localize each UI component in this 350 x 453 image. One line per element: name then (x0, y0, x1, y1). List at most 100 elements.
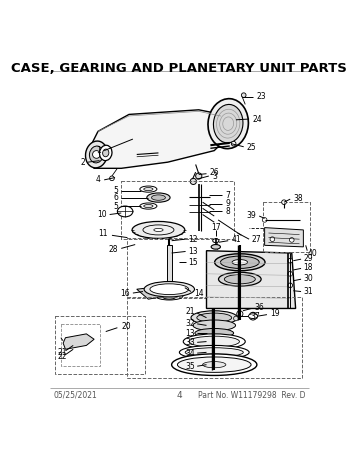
Ellipse shape (177, 357, 251, 372)
Ellipse shape (85, 141, 107, 168)
Text: 13: 13 (185, 328, 195, 337)
Circle shape (234, 316, 238, 321)
Ellipse shape (144, 204, 153, 207)
Circle shape (231, 141, 236, 146)
Text: 14: 14 (194, 289, 204, 298)
Text: 12: 12 (189, 235, 198, 244)
Ellipse shape (99, 145, 112, 161)
Polygon shape (86, 110, 230, 169)
Ellipse shape (103, 149, 109, 157)
Text: 39: 39 (246, 211, 256, 220)
Text: 19: 19 (270, 309, 280, 318)
Ellipse shape (144, 281, 195, 297)
Ellipse shape (144, 188, 153, 191)
Circle shape (92, 150, 100, 158)
Text: 11: 11 (99, 229, 108, 238)
Text: 2: 2 (80, 158, 85, 167)
Text: 23: 23 (256, 92, 266, 101)
Circle shape (190, 178, 196, 184)
Text: CASE, GEARING AND PLANETARY UNIT PARTS: CASE, GEARING AND PLANETARY UNIT PARTS (12, 62, 347, 75)
Text: 15: 15 (189, 258, 198, 267)
Ellipse shape (197, 313, 232, 323)
Ellipse shape (248, 314, 258, 318)
Text: 1: 1 (96, 146, 101, 155)
Text: 8: 8 (225, 207, 230, 216)
Ellipse shape (232, 260, 247, 265)
Text: 38: 38 (293, 194, 303, 203)
Text: 21: 21 (186, 307, 195, 316)
Text: 24: 24 (252, 115, 262, 124)
Text: 25: 25 (247, 143, 257, 152)
Text: 9: 9 (225, 199, 230, 208)
Ellipse shape (208, 99, 248, 149)
Text: 27: 27 (251, 236, 261, 245)
Text: 13: 13 (189, 247, 198, 256)
Text: 40: 40 (307, 249, 317, 257)
Circle shape (241, 93, 246, 97)
Ellipse shape (147, 193, 170, 202)
Ellipse shape (140, 203, 157, 209)
Text: 35: 35 (185, 362, 195, 371)
Ellipse shape (150, 284, 189, 294)
Ellipse shape (162, 293, 176, 299)
Polygon shape (206, 251, 296, 308)
Text: 18: 18 (303, 263, 313, 272)
Ellipse shape (189, 336, 239, 347)
Text: 7: 7 (225, 191, 230, 200)
Text: 6: 6 (113, 193, 118, 202)
Ellipse shape (218, 272, 261, 286)
Polygon shape (159, 288, 179, 297)
Ellipse shape (132, 222, 185, 238)
Circle shape (288, 271, 293, 276)
Text: 33: 33 (185, 338, 195, 347)
Text: 22: 22 (58, 352, 67, 361)
Circle shape (262, 217, 267, 222)
Ellipse shape (193, 320, 236, 331)
Text: 31: 31 (303, 287, 313, 296)
Ellipse shape (191, 311, 238, 325)
Ellipse shape (140, 186, 157, 192)
Text: 16: 16 (120, 289, 130, 299)
Text: 4: 4 (176, 391, 182, 400)
Ellipse shape (215, 254, 265, 271)
Circle shape (282, 200, 286, 204)
Ellipse shape (179, 346, 249, 359)
Text: 30: 30 (303, 274, 313, 283)
Text: Part No. W11179298  Rev. D: Part No. W11179298 Rev. D (198, 391, 306, 400)
Text: 26: 26 (210, 169, 219, 178)
Circle shape (288, 258, 293, 263)
Text: 21: 21 (58, 348, 67, 357)
Polygon shape (265, 227, 303, 247)
Bar (263, 202, 310, 252)
Text: 20: 20 (121, 323, 131, 332)
Text: 4: 4 (96, 175, 100, 184)
Ellipse shape (220, 256, 259, 269)
Bar (121, 181, 234, 239)
Ellipse shape (185, 348, 243, 357)
Bar (127, 238, 217, 298)
Bar (127, 297, 302, 378)
Ellipse shape (154, 228, 163, 231)
Ellipse shape (224, 275, 255, 284)
Circle shape (270, 237, 275, 241)
Text: 10: 10 (97, 210, 106, 219)
Ellipse shape (195, 328, 234, 338)
Text: 36: 36 (254, 303, 264, 312)
Circle shape (237, 311, 243, 317)
Ellipse shape (211, 245, 220, 249)
Text: 41: 41 (231, 236, 241, 245)
Ellipse shape (213, 239, 219, 243)
Ellipse shape (172, 354, 257, 376)
Text: 29: 29 (303, 254, 313, 263)
Text: 32: 32 (185, 319, 195, 328)
Ellipse shape (214, 105, 243, 143)
Ellipse shape (156, 292, 183, 300)
Bar (167, 246, 172, 288)
Text: 28: 28 (108, 245, 118, 254)
Bar (61, 324, 99, 366)
Ellipse shape (183, 334, 245, 349)
Ellipse shape (117, 206, 133, 217)
Circle shape (289, 238, 294, 242)
Text: 3: 3 (213, 172, 218, 180)
Polygon shape (137, 285, 179, 299)
